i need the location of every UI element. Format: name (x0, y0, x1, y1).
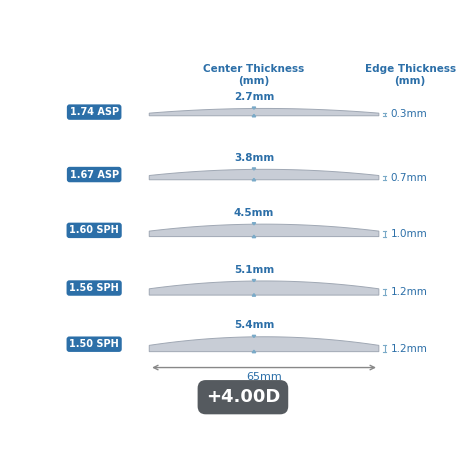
Text: 5.4mm: 5.4mm (234, 320, 274, 330)
Polygon shape (149, 169, 379, 180)
Polygon shape (252, 107, 255, 109)
Polygon shape (252, 179, 255, 181)
Text: 4.5mm: 4.5mm (234, 208, 274, 218)
Text: 1.60 SPH: 1.60 SPH (69, 225, 119, 235)
Polygon shape (252, 294, 255, 296)
Text: +4.00D: +4.00D (206, 388, 280, 406)
Text: 1.2mm: 1.2mm (391, 287, 428, 297)
Text: 0.7mm: 0.7mm (391, 173, 428, 183)
Text: 1.74 ASP: 1.74 ASP (70, 107, 118, 117)
Polygon shape (252, 223, 255, 225)
Text: 65mm: 65mm (246, 372, 282, 382)
Text: 5.1mm: 5.1mm (234, 264, 274, 274)
Text: 1.50 SPH: 1.50 SPH (69, 339, 119, 349)
Text: 1.67 ASP: 1.67 ASP (70, 169, 118, 179)
Text: 0.3mm: 0.3mm (391, 109, 428, 119)
Polygon shape (252, 350, 255, 353)
Text: 1.56 SPH: 1.56 SPH (69, 283, 119, 293)
Polygon shape (149, 108, 379, 116)
Polygon shape (252, 336, 255, 337)
Text: 2.7mm: 2.7mm (234, 92, 274, 102)
Text: 1.2mm: 1.2mm (391, 343, 428, 353)
Polygon shape (252, 280, 255, 282)
Polygon shape (252, 114, 255, 117)
Polygon shape (149, 337, 379, 352)
Polygon shape (149, 224, 379, 236)
Text: 1.0mm: 1.0mm (391, 229, 428, 239)
Polygon shape (149, 281, 379, 295)
Text: Center Thickness
(mm): Center Thickness (mm) (203, 64, 305, 86)
Polygon shape (252, 168, 255, 170)
Text: Edge Thickness
(mm): Edge Thickness (mm) (365, 64, 456, 86)
Polygon shape (252, 235, 255, 238)
Text: 3.8mm: 3.8mm (234, 153, 274, 163)
